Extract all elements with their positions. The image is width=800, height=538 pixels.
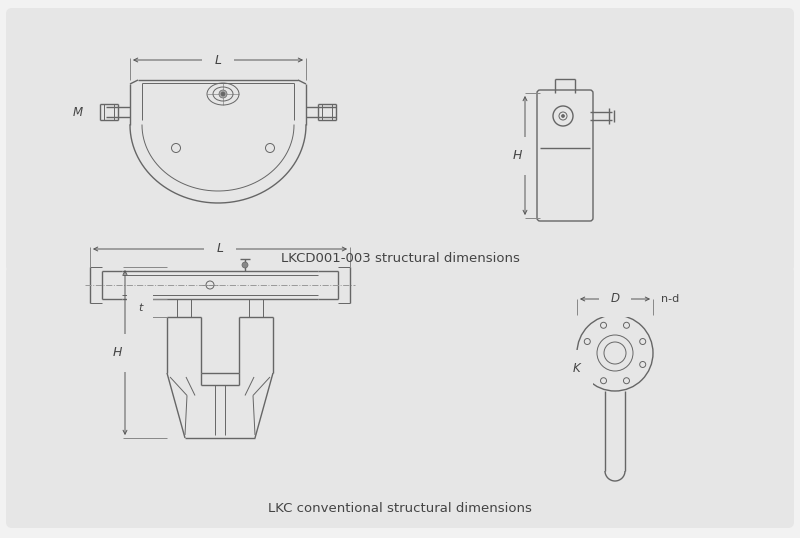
Text: L: L xyxy=(214,53,222,67)
Text: L: L xyxy=(217,243,223,256)
Circle shape xyxy=(242,262,248,268)
FancyBboxPatch shape xyxy=(6,8,794,272)
Circle shape xyxy=(221,92,225,96)
Text: K: K xyxy=(573,362,581,374)
Text: t: t xyxy=(138,303,142,313)
Circle shape xyxy=(219,90,227,98)
Text: H: H xyxy=(112,346,122,359)
Text: H: H xyxy=(512,149,522,162)
FancyBboxPatch shape xyxy=(537,90,593,221)
Text: n-d: n-d xyxy=(661,294,679,304)
Text: M: M xyxy=(73,105,83,118)
Text: D: D xyxy=(610,293,619,306)
Text: LKC conventional structural dimensions: LKC conventional structural dimensions xyxy=(268,502,532,515)
Text: LKCD001-003 structural dimensions: LKCD001-003 structural dimensions xyxy=(281,252,519,265)
Circle shape xyxy=(562,115,565,117)
FancyBboxPatch shape xyxy=(6,266,794,528)
